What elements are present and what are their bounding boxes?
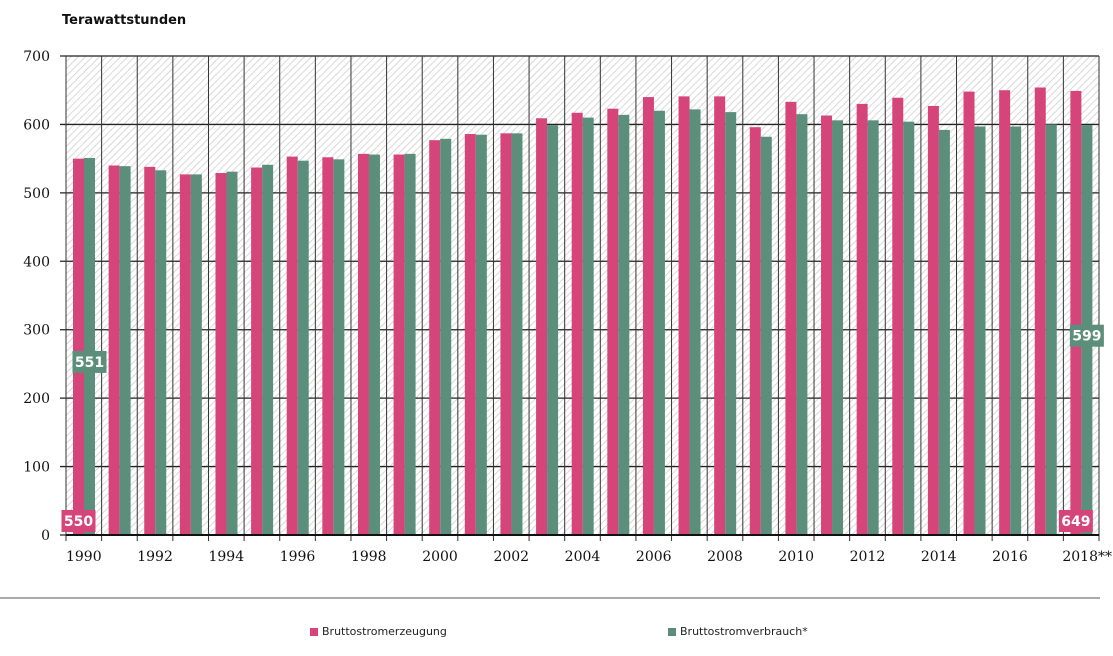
x-tick-label: 1998 (351, 549, 387, 565)
y-tick-label: 600 (23, 117, 50, 133)
legend-swatch (310, 627, 318, 636)
bar-verbrauch (547, 125, 559, 535)
x-tick-label: 1996 (280, 549, 316, 565)
bar-verbrauch (475, 134, 487, 535)
x-tick-label: 2010 (778, 549, 814, 565)
bar-verbrauch (832, 120, 844, 535)
data-label: 551 (75, 355, 104, 371)
bar-verbrauch (155, 170, 167, 536)
bar-verbrauch (262, 164, 274, 535)
bar-erzeugung (892, 97, 904, 536)
bar-verbrauch (903, 121, 915, 535)
x-tick-label: 2002 (493, 549, 529, 565)
data-label-box (1058, 510, 1093, 532)
bar-verbrauch (368, 154, 380, 535)
bar-erzeugung (357, 153, 369, 536)
bar-erzeugung (1034, 87, 1046, 535)
x-tick-label: 2000 (422, 549, 458, 565)
bar-erzeugung (73, 158, 84, 535)
data-label-box (61, 510, 96, 532)
bar-erzeugung (179, 174, 191, 536)
bar-verbrauch (333, 159, 345, 535)
legend-swatch (668, 627, 676, 636)
bar-verbrauch (760, 136, 772, 535)
legend-label: Bruttostromerzeugung (322, 625, 447, 638)
bar-verbrauch (582, 117, 594, 535)
bar-verbrauch (938, 129, 950, 535)
bar-erzeugung (749, 127, 761, 535)
bar-erzeugung (607, 108, 619, 535)
bar-erzeugung (144, 166, 156, 535)
bar-verbrauch (297, 160, 309, 535)
bar-erzeugung (215, 173, 227, 535)
bar-erzeugung (500, 133, 512, 535)
bar-erzeugung (429, 140, 441, 535)
bar-erzeugung (571, 112, 583, 535)
bar-erzeugung (821, 115, 833, 535)
bar-erzeugung (393, 154, 405, 535)
bar-erzeugung (856, 103, 868, 536)
x-tick-label: 1992 (137, 549, 173, 565)
x-tick-label: 2012 (850, 549, 886, 565)
bar-erzeugung (714, 96, 726, 535)
x-tick-label: 2016 (992, 549, 1028, 565)
legend-item-verbrauch: Bruttostromverbrauch* (668, 625, 808, 638)
bar-erzeugung (963, 91, 975, 535)
bar-erzeugung (464, 134, 476, 535)
bar-verbrauch (404, 153, 416, 536)
x-tick-label: 1990 (66, 549, 102, 565)
bar-verbrauch (226, 171, 238, 535)
bar-verbrauch (689, 109, 701, 536)
bar-erzeugung (678, 96, 690, 535)
bar-erzeugung (785, 101, 797, 536)
legend-item-erzeugung: Bruttostromerzeugung (310, 625, 447, 638)
bar-verbrauch (1045, 124, 1057, 535)
bar-erzeugung (999, 90, 1011, 535)
bar-erzeugung (927, 105, 939, 536)
bar-verbrauch (653, 110, 665, 535)
bar-verbrauch (796, 114, 808, 536)
y-tick-label: 200 (23, 391, 50, 407)
x-tick-label: 2014 (921, 549, 957, 565)
x-tick-label: 2018** (1062, 549, 1112, 565)
bar-verbrauch (618, 114, 630, 535)
bar-erzeugung (1070, 90, 1082, 536)
x-tick-label: 1994 (208, 549, 244, 565)
bar-verbrauch (119, 166, 131, 536)
legend-label: Bruttostromverbrauch* (680, 625, 808, 638)
bar-verbrauch (725, 112, 737, 536)
y-axis-title: Terawattstunden (62, 13, 187, 28)
bar-verbrauch (190, 174, 202, 536)
bar-erzeugung (251, 167, 263, 535)
bar-verbrauch (511, 133, 523, 535)
data-label-box (1069, 324, 1104, 347)
bar-erzeugung (108, 165, 120, 535)
x-tick-label: 2006 (636, 549, 672, 565)
bar-verbrauch (1010, 126, 1022, 535)
data-label: 649 (1061, 514, 1090, 530)
bar-verbrauch (84, 157, 95, 536)
bar-verbrauch (867, 120, 879, 535)
bar-erzeugung (322, 157, 334, 535)
y-tick-label: 0 (41, 528, 50, 544)
y-tick-label: 700 (23, 49, 50, 65)
bar-verbrauch (440, 138, 452, 535)
y-tick-label: 100 (23, 460, 50, 476)
data-label: 599 (1072, 329, 1101, 345)
x-tick-label: 2004 (565, 549, 601, 565)
bar-verbrauch (974, 126, 986, 535)
bar-erzeugung (642, 97, 654, 536)
x-tick-label: 2008 (707, 549, 743, 565)
bar-erzeugung (536, 118, 548, 536)
data-label-box (72, 350, 107, 373)
data-label: 550 (64, 514, 93, 530)
y-tick-label: 300 (23, 323, 50, 339)
y-tick-label: 500 (23, 186, 50, 202)
bar-erzeugung (286, 156, 298, 535)
y-tick-label: 400 (23, 254, 50, 270)
